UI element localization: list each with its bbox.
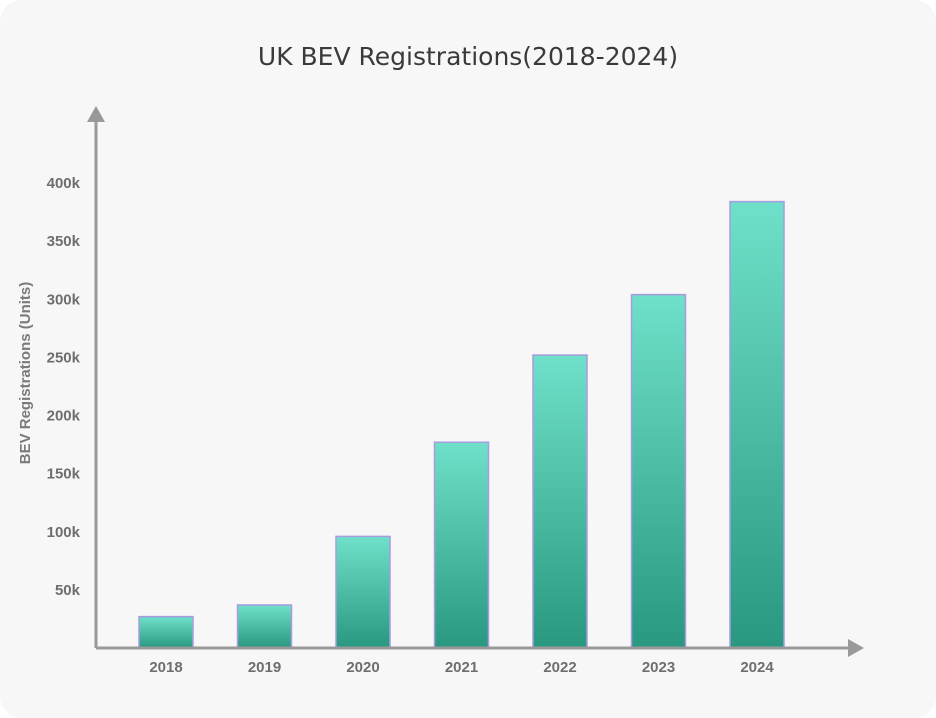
bar-2023 bbox=[630, 293, 687, 649]
bar-2020 bbox=[335, 535, 391, 649]
x-tick-label-2021: 2021 bbox=[445, 659, 478, 676]
y-tick-label-400k: 400k bbox=[47, 175, 81, 192]
bar-2019 bbox=[236, 604, 293, 649]
y-tick-label-300k: 300k bbox=[47, 291, 81, 308]
x-tick-label-2022: 2022 bbox=[543, 659, 576, 676]
bar-2024 bbox=[729, 200, 785, 649]
x-axis-arrow bbox=[848, 639, 864, 657]
x-tick-label-2023: 2023 bbox=[642, 659, 675, 676]
x-tick-label-2019: 2019 bbox=[248, 659, 281, 676]
y-axis-arrow bbox=[87, 106, 105, 122]
y-tick-label-250k: 250k bbox=[47, 349, 81, 366]
y-tick-label-150k: 150k bbox=[47, 466, 81, 483]
y-tick-label-350k: 350k bbox=[47, 233, 81, 250]
y-tick-label-200k: 200k bbox=[47, 408, 81, 425]
y-tick-label-100k: 100k bbox=[47, 524, 81, 541]
y-axis-title: BEV Registrations (Units) bbox=[17, 282, 34, 465]
y-tick-labels: 50k 100k 150k 200k 250k 300k 350k 400k bbox=[47, 175, 81, 599]
x-tick-label-2024: 2024 bbox=[740, 659, 774, 676]
bars-group bbox=[138, 200, 785, 649]
bar-2022 bbox=[532, 354, 588, 649]
bar-2018 bbox=[138, 615, 194, 649]
bar-2021 bbox=[433, 441, 490, 649]
y-tick-label-50k: 50k bbox=[55, 582, 81, 599]
chart-title: UK BEV Registrations(2018-2024) bbox=[257, 42, 679, 71]
x-tick-label-2018: 2018 bbox=[149, 659, 182, 676]
x-tick-labels: 2018 2019 2020 2021 2022 2023 2024 bbox=[149, 659, 774, 676]
x-tick-label-2020: 2020 bbox=[346, 659, 379, 676]
